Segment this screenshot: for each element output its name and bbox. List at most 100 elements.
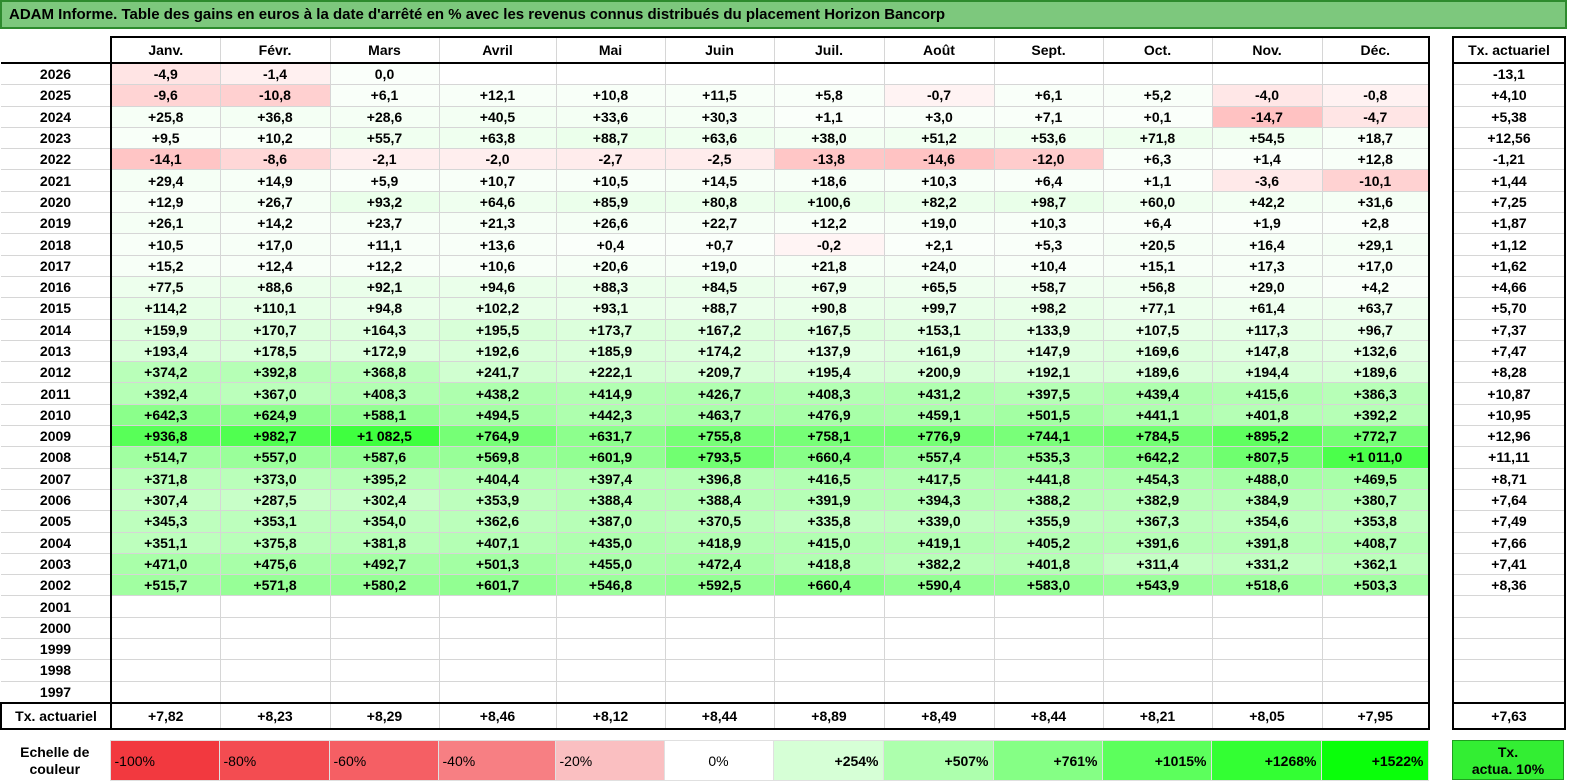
gain-cell: +26,6 [555, 212, 666, 235]
gain-cell: +543,9 [1102, 574, 1213, 597]
row-year: 2002 [1, 574, 112, 597]
gain-cell [883, 62, 995, 86]
gain-cell: +388,4 [664, 488, 775, 512]
gain-cell: +132,6 [1321, 339, 1430, 363]
gain-cell: +29,4 [110, 169, 221, 192]
table-row: 2007 +371,8 +373,0 +395,2 +404,4 +397,4 +396,8… [1, 467, 1430, 490]
gain-cell: +1,1 [773, 105, 885, 128]
gain-cell: +1,9 [1211, 212, 1323, 235]
table-row: 2011 +392,4 +367,0 +408,3 +438,2 +414,9 +426,7… [1, 382, 1430, 405]
annual-rate-label: Tx. actuariel [0, 701, 112, 730]
gain-cell: +407,1 [438, 531, 557, 554]
gain-cell: +469,5 [1321, 467, 1430, 490]
gain-cell [1321, 616, 1430, 640]
gain-cell: +392,2 [1321, 403, 1430, 427]
gain-cell: +601,7 [438, 574, 557, 597]
gain-cell: +29,0 [1211, 275, 1323, 299]
gain-cell [219, 638, 331, 661]
gain-cell: +807,5 [1211, 446, 1323, 469]
actuarial-rate-cell: +8,71 [1452, 467, 1566, 490]
gain-cell [555, 62, 666, 86]
actuarial-rate-cell: +8,28 [1452, 361, 1566, 384]
gain-cell [993, 659, 1104, 682]
gain-cell [438, 62, 557, 86]
month-header: Janv. [110, 36, 221, 64]
gain-cell: +307,4 [110, 488, 221, 512]
gain-cell: +20,6 [555, 254, 666, 277]
gain-cell: +408,7 [1321, 531, 1430, 554]
gain-cell: +1,1 [1102, 169, 1213, 192]
actuarial-rate-cell: +7,49 [1452, 510, 1566, 533]
gain-cell [219, 616, 331, 640]
gain-cell [993, 62, 1104, 86]
gain-cell: +442,3 [555, 403, 666, 427]
color-scale-swatch: +254% [772, 740, 884, 781]
table-row: 2009 +936,8 +982,7 +1 082,5 +764,9 +631,7 +755… [1, 425, 1430, 448]
table-row: 2003 +471,0 +475,6 +492,7 +501,3 +455,0 +472,4… [1, 552, 1430, 576]
gain-cell: +40,5 [438, 105, 557, 128]
color-scale-swatch: +1268% [1210, 740, 1322, 781]
gain-cell: +1 011,0 [1321, 446, 1430, 469]
annual-rate-cell: +8,05 [1211, 701, 1323, 730]
gain-cell [110, 638, 221, 661]
row-year: 2014 [1, 318, 112, 341]
actuarial-rate-cell: +11,11 [1452, 446, 1566, 469]
annual-rate-cell: +8,44 [993, 701, 1104, 730]
gain-cell: +583,0 [993, 574, 1104, 597]
row-year: 2010 [1, 403, 112, 427]
gain-cell [1102, 616, 1213, 640]
gain-cell: +492,7 [329, 552, 440, 576]
annual-rate-cell: +8,49 [883, 701, 995, 730]
gain-cell [664, 616, 775, 640]
color-scale-swatch: -20% [554, 740, 665, 781]
gain-cell: +38,0 [773, 126, 885, 150]
gain-cell: +392,4 [110, 382, 221, 405]
gain-cell: +418,8 [773, 552, 885, 576]
gain-cell: +557,4 [883, 446, 995, 469]
gain-cell: +302,4 [329, 488, 440, 512]
table-row: 2002 +515,7 +571,8 +580,2 +601,7 +546,8 +592,5… [1, 574, 1430, 597]
gain-cell: +388,4 [555, 488, 666, 512]
gain-cell: +426,7 [664, 382, 775, 405]
gain-cell: +192,6 [438, 339, 557, 363]
gain-cell: +375,8 [219, 531, 331, 554]
month-header: Nov. [1211, 36, 1323, 64]
gain-cell [329, 638, 440, 661]
gain-cell [883, 638, 995, 661]
gain-cell: -4,0 [1211, 84, 1323, 107]
gain-cell: +370,5 [664, 510, 775, 533]
color-scale-swatch: +1522% [1320, 740, 1429, 781]
gain-cell: +642,3 [110, 403, 221, 427]
gain-cell: +88,3 [555, 275, 666, 299]
table-row: 2005 +345,3 +353,1 +354,0 +362,6 +387,0 +370,5… [1, 510, 1430, 533]
gain-cell: +71,8 [1102, 126, 1213, 150]
actuarial-rate-cell: +4,10 [1452, 84, 1566, 107]
actuarial-rate-cell: +7,41 [1452, 552, 1566, 576]
gain-cell [773, 659, 885, 682]
gain-cell [329, 680, 440, 704]
gain-cell: +88,6 [219, 275, 331, 299]
gain-cell: +397,5 [993, 382, 1104, 405]
row-year: 2022 [1, 148, 112, 171]
gain-cell: +26,1 [110, 212, 221, 235]
gain-cell: +764,9 [438, 425, 557, 448]
gain-cell [555, 680, 666, 704]
gain-cell: +419,1 [883, 531, 995, 554]
gain-cell: +518,6 [1211, 574, 1323, 597]
gain-cell: +353,1 [219, 510, 331, 533]
color-scale-swatch: +507% [882, 740, 994, 781]
gain-cell: +10,2 [219, 126, 331, 150]
actuarial-rate-cell: -1,21 [1452, 148, 1566, 171]
gain-cell: +351,1 [110, 531, 221, 554]
gain-cell: +438,2 [438, 382, 557, 405]
row-year: 1998 [1, 659, 112, 682]
gain-cell: +353,8 [1321, 510, 1430, 533]
table-row: 2004 +351,1 +375,8 +381,8 +407,1 +435,0 +418,9… [1, 531, 1430, 554]
gain-cell: +20,5 [1102, 233, 1213, 256]
annual-rate-cell: +8,44 [664, 701, 775, 730]
gain-cell: +394,3 [883, 488, 995, 512]
gain-cell: +167,5 [773, 318, 885, 341]
gain-cell: +382,9 [1102, 488, 1213, 512]
gain-cell: +19,0 [664, 254, 775, 277]
table-row: 2022 -14,1 -8,6 -2,1 -2,0 -2,7 -2,5 -13,8 -14,6-… [1, 148, 1430, 171]
